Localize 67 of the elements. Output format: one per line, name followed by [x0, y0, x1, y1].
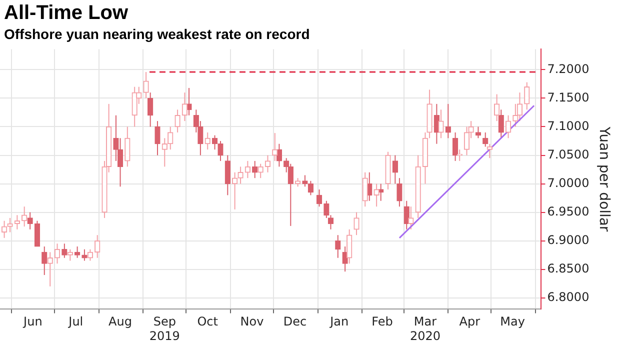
- y-tick-label: 6.9500: [547, 204, 590, 218]
- candlestick: [124, 126, 130, 168]
- candlestick: [143, 72, 149, 99]
- candlestick: [148, 92, 154, 128]
- y-tick-label: 6.8000: [547, 290, 590, 304]
- y-tick-label: 7.1000: [547, 118, 590, 133]
- candlestick: [42, 246, 48, 276]
- candlestick: [34, 220, 40, 247]
- candlestick: [232, 172, 238, 210]
- x-tick-label: Dec: [283, 314, 307, 329]
- candlestick: [224, 154, 230, 196]
- x-tick-label: May: [500, 314, 525, 329]
- candlestick: [316, 188, 322, 208]
- candlestick: [1, 220, 8, 238]
- candlestick: [264, 154, 271, 173]
- x-tick-label: Jun: [22, 314, 42, 329]
- candlestick: [475, 126, 482, 139]
- candlestick: [335, 234, 341, 258]
- candlestick: [346, 228, 352, 264]
- candlestick: [374, 183, 380, 208]
- x-tick-label: Sep 2019: [149, 314, 180, 343]
- candlestick: [452, 132, 458, 162]
- candlestick: [174, 109, 180, 133]
- chart-subtitle: Offshore yuan nearing weakest rate on record: [4, 26, 310, 42]
- y-tick-label: 7.0000: [547, 176, 590, 190]
- candlestick: [494, 94, 500, 122]
- candlestick: [524, 82, 530, 110]
- x-tick-label: Jul: [68, 314, 84, 329]
- y-tick-label: 7.0500: [547, 147, 590, 162]
- x-tick-label: Feb: [372, 314, 393, 329]
- y-tick-label: 7.1500: [547, 90, 590, 104]
- y-tick-label: 6.9000: [547, 232, 590, 247]
- x-tick-label: Apr: [459, 314, 480, 329]
- candlestick: [498, 109, 504, 139]
- candlestick: [445, 103, 451, 139]
- x-tick-label: Oct: [197, 314, 218, 329]
- candlestick: [486, 143, 492, 159]
- x-tick-label: Jan: [329, 314, 349, 329]
- candlestick: [14, 214, 20, 230]
- x-tick-label: Mar 2020: [410, 314, 441, 343]
- y-axis-title: Yuan per dollar: [596, 126, 612, 232]
- candlestick: [7, 217, 13, 233]
- candlestick: [82, 248, 88, 262]
- candlestick: [238, 166, 244, 184]
- x-tick-label: Nov: [240, 314, 264, 329]
- candlestick: [62, 243, 68, 258]
- candlestick: [67, 248, 73, 262]
- candlestick: [132, 86, 138, 128]
- candlestick: [438, 109, 444, 139]
- candlestick: [154, 120, 160, 156]
- candlestick: [182, 92, 188, 122]
- candlestick: [505, 114, 512, 139]
- candlestick: [354, 212, 360, 236]
- candlestick: [404, 200, 410, 230]
- y-tick-label: 6.8500: [547, 261, 590, 276]
- candlestick: [94, 234, 100, 258]
- candlestick: [186, 87, 192, 116]
- candlestick: [54, 243, 60, 264]
- x-tick-label: Aug: [108, 314, 132, 329]
- candlestick: [408, 206, 414, 230]
- candlestick: [74, 246, 80, 258]
- chart-title: All-Time Low: [4, 2, 128, 25]
- candlestick: [27, 212, 33, 230]
- candlestick: [272, 132, 278, 162]
- candlestick: [47, 252, 53, 287]
- candlestick: [362, 172, 368, 208]
- y-tick-label: 7.2000: [547, 62, 590, 76]
